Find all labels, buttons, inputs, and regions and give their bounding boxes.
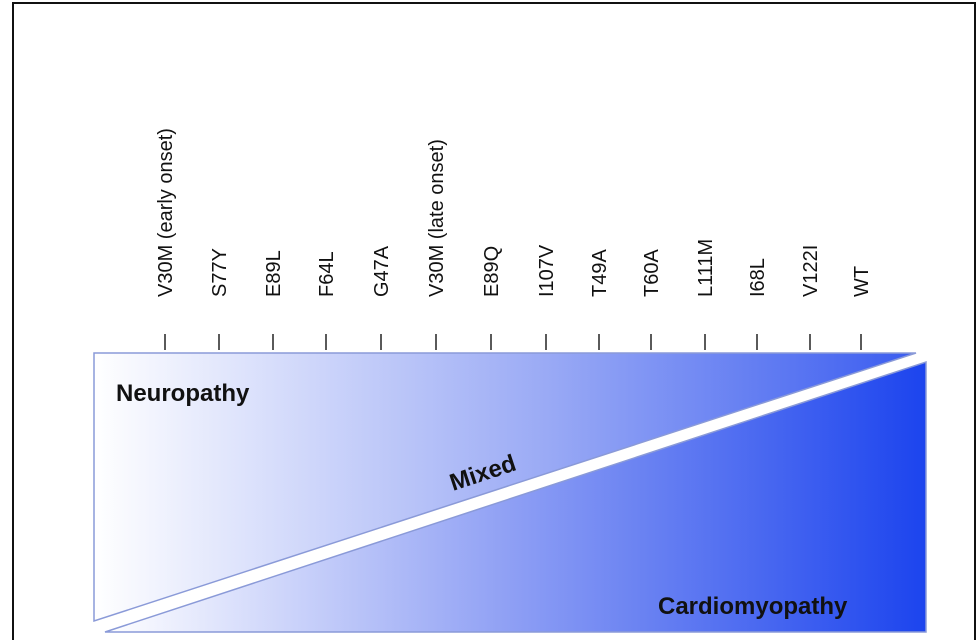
variant-label: F64L — [316, 251, 338, 297]
cardiomyopathy-label: Cardiomyopathy — [658, 593, 848, 620]
variant-axis: V30M (early onset) S77Y E89L F64L G47A V30M (… — [155, 128, 873, 350]
variant-label: I68L — [747, 258, 769, 297]
variant-label: WT — [851, 266, 873, 297]
neuropathy-label: Neuropathy — [116, 380, 250, 407]
variant-label: T49A — [589, 249, 611, 297]
variant-label: E89L — [263, 250, 285, 297]
variant-label: I107V — [536, 244, 558, 297]
variant-label: S77Y — [209, 248, 231, 297]
neuropathy-region — [93, 352, 917, 623]
variant-label: V122I — [800, 245, 822, 297]
cardiomyopathy-region — [104, 360, 927, 633]
figure-frame — [12, 2, 976, 640]
variant-label: G47A — [371, 245, 393, 297]
variant-label: L111M — [695, 239, 717, 297]
variant-label: E89Q — [481, 246, 503, 297]
variant-label: T60A — [641, 249, 663, 297]
variant-label: V30M (late onset) — [426, 139, 448, 297]
variant-label: V30M (early onset) — [155, 128, 177, 297]
